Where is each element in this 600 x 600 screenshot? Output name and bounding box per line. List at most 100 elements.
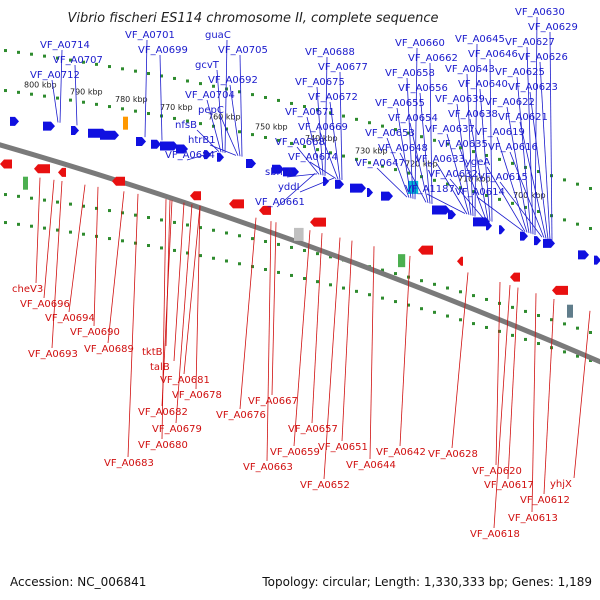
bottom-label-line (127, 193, 139, 458)
bottom-gene-label: VF_A0679 (152, 424, 202, 435)
bottom-gene-label: VF_A0652 (300, 480, 350, 491)
tick-label: 710 kbp (458, 174, 491, 183)
tick-label: 740 kbp (305, 134, 338, 143)
bottom-gene-label: VF_A0620 (472, 466, 522, 477)
gene-forward (335, 179, 344, 189)
bottom-label-lines (35, 177, 591, 529)
top-label-line (429, 62, 433, 205)
gene-reverse (418, 245, 433, 255)
tick-label: 780 kbp (115, 95, 148, 104)
gene-reverse (58, 167, 66, 177)
top-gene-label: VF_A0701 (125, 30, 175, 41)
gene-feature (123, 116, 128, 130)
top-gene-label: VF_A0688 (305, 47, 355, 58)
top-label-line (186, 150, 218, 161)
gene-forward (432, 205, 450, 215)
top-label-line (209, 144, 237, 156)
top-gene-label: htrB1 (188, 135, 216, 146)
gene-reverse (552, 285, 568, 295)
top-gene-label: VF_A0639 (435, 94, 485, 105)
top-gene-label: VF_A0616 (488, 142, 538, 153)
gene-forward (499, 225, 505, 235)
top-gene-label: VF_A0669 (298, 122, 348, 133)
bottom-label-line (161, 200, 173, 407)
bottom-label-line (543, 298, 555, 495)
top-gene-label: VF_A0662 (408, 53, 458, 64)
top-label-line (316, 86, 324, 176)
top-gene-label: VF_A0619 (475, 127, 525, 138)
gene-forward (578, 250, 589, 260)
tick-labels: 800 kbp 790 kbp 780 kbp 770 kbp 760 kbp 750 k… (24, 80, 546, 200)
top-label-line (414, 47, 418, 200)
top-label-line (474, 43, 478, 217)
top-label-line (286, 173, 318, 178)
top-label-line (479, 88, 491, 221)
top-gene-label: VF_A0671 (285, 107, 335, 118)
top-gene-label: VF_A0668 (275, 137, 325, 148)
top-gene-label: VF_A0633 (415, 154, 465, 165)
bottom-label-line (239, 217, 257, 410)
top-gene-label: VF_A0637 (425, 124, 475, 135)
top-gene-label: VF_A0705 (218, 45, 268, 56)
top-label-line (396, 107, 412, 199)
gene-feature (294, 227, 304, 241)
gene-forward (151, 139, 161, 149)
bottom-label-line (341, 240, 353, 442)
top-label-line (449, 178, 485, 220)
bottom-label-line (195, 205, 201, 390)
top-label-line (309, 161, 337, 179)
gene-reverse (190, 191, 201, 201)
gene-reverse (34, 164, 50, 174)
top-label-line (466, 73, 474, 216)
gene-forward (71, 125, 79, 135)
top-gene-label: VF_A0714 (40, 40, 90, 51)
gene-reverse (229, 199, 244, 209)
top-gene-label: VF_A0645 (455, 34, 505, 45)
gene-reverse (457, 256, 463, 266)
accession-text: Accession: NC_006841 (10, 575, 146, 589)
bottom-label-line (271, 222, 277, 396)
top-gene-label: VF_A0615 (478, 172, 528, 183)
top-label-line (534, 16, 538, 235)
top-label-line (219, 114, 239, 156)
bottom-gene-label: VF_A0696 (20, 299, 70, 310)
top-gene-label: VF_A0692 (208, 75, 258, 86)
top-gene-label: VF_A0640 (458, 79, 508, 90)
top-label-line (59, 49, 63, 123)
bottom-label-line (573, 310, 591, 479)
bottom-label-line (399, 255, 411, 447)
bottom-label-line (93, 186, 99, 327)
gene-forward (100, 130, 119, 140)
top-label-line (224, 39, 228, 153)
top-gene-label: VF_A0684 (165, 150, 215, 161)
gene-forward (160, 141, 178, 151)
top-label-line (386, 137, 410, 198)
gene-reverse (310, 217, 326, 227)
bottom-label-line (451, 272, 469, 449)
top-label-line (496, 136, 528, 233)
top-label-line (196, 129, 220, 153)
top-gene-label: VF_A0653 (365, 128, 415, 139)
top-label-line (324, 56, 328, 176)
top-label-line (489, 58, 493, 222)
bottom-gene-label: VF_A0680 (138, 440, 188, 451)
bottom-label-line (266, 221, 272, 462)
top-gene-label: VF_A0629 (528, 22, 578, 33)
bottom-gene-label: VF_A0676 (216, 410, 266, 421)
top-gene-label: VF_A0658 (385, 68, 435, 79)
top-gene-label: guaC (205, 30, 231, 41)
top-gene-label: VF_A0675 (295, 77, 345, 88)
top-label-line (319, 131, 339, 180)
bottom-gene-label: VF_A0694 (45, 313, 95, 324)
top-label-line (506, 106, 530, 234)
top-gene-label: VF_A0704 (185, 90, 235, 101)
bottom-gene-label: VF_A0682 (138, 407, 188, 418)
bottom-label-line (175, 204, 193, 424)
top-gene-label: sbmA (265, 167, 293, 178)
top-gene-label: VF_A0630 (515, 7, 565, 18)
top-label-line (469, 118, 489, 221)
top-gene-label: VF_A0632 (428, 169, 478, 180)
gene-forward (43, 121, 55, 131)
top-gene-label: VF_A0661 (255, 197, 305, 208)
